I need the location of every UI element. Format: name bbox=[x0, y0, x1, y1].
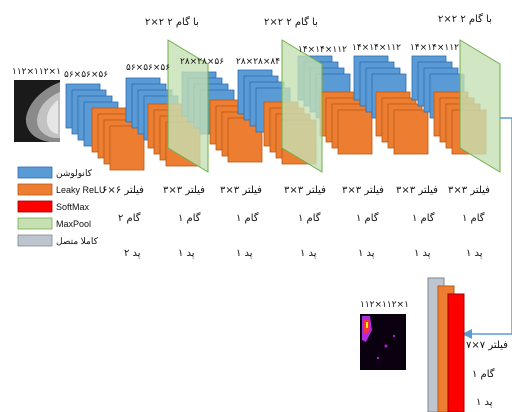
pool-label-1: ۲×۲ با گام ۲ bbox=[145, 16, 199, 28]
legend-swatch-fc bbox=[18, 235, 52, 246]
legend-label-leaky: Leaky ReLU bbox=[56, 185, 106, 195]
block-5-size-label: ۱۴×۱۴×۱۱۲ bbox=[298, 45, 347, 55]
block-5-filter: فیلتر ۳×۳ bbox=[342, 185, 384, 196]
block-2-size-label: ۵۶×۵۶×۵۶ bbox=[126, 63, 170, 73]
block-6-pad: پد ۱ bbox=[414, 248, 431, 259]
output-segmentation-image bbox=[360, 314, 406, 370]
input-size-label: ۱۱۲×۱۱۲×۱ bbox=[12, 67, 61, 77]
block-4-pad: پد ۱ bbox=[300, 248, 317, 259]
final-stride: گام ۱ bbox=[472, 368, 495, 380]
block-1-pad: پد ۲ bbox=[124, 248, 141, 259]
block-4-stride: گام ۱ bbox=[298, 212, 321, 224]
final-pad: پد ۱ bbox=[476, 397, 493, 408]
legend-swatch-conv bbox=[18, 167, 52, 178]
block-7-size-label: ۱۴×۱۴×۱۱۲ bbox=[410, 43, 459, 53]
leaky-feature-map-6-4 bbox=[394, 110, 428, 154]
block-2-filter: فیلتر ۳×۳ bbox=[163, 185, 205, 196]
pool-label-3: ۲×۲ با گام ۲ bbox=[438, 13, 492, 25]
block-1-size-label: ۵۶×۵۶×۵۶ bbox=[64, 70, 108, 80]
pool-label-2: ۲×۲ با گام ۲ bbox=[264, 16, 318, 28]
block-7-filter: فیلتر ۳×۳ bbox=[448, 185, 490, 196]
block-1-stride: گام ۲ bbox=[118, 212, 141, 224]
input-image-group: ۱۱۲×۱۱۲×۱ bbox=[12, 67, 61, 142]
block-6-filter: فیلتر ۳×۳ bbox=[396, 185, 438, 196]
block-4-size-label: ۲۸×۲۸×۸۴ bbox=[236, 57, 280, 67]
block-6-stride: گام ۱ bbox=[412, 212, 435, 224]
block-3-stride: گام ۱ bbox=[236, 212, 259, 224]
block-4-filter: فیلتر ۳×۳ bbox=[284, 185, 326, 196]
leaky-feature-map-5-4 bbox=[338, 110, 372, 154]
block-6-size-label: ۱۴×۱۴×۱۱۲ bbox=[352, 43, 401, 53]
legend-swatch-softmax bbox=[18, 201, 52, 212]
legend-item-conv: کانولوشن bbox=[18, 167, 93, 179]
legend-item-maxpool: MaxPool bbox=[18, 218, 91, 229]
block-3-size-label: ۲۸×۲۸×۵۶ bbox=[180, 57, 224, 67]
block-2-pad: پد ۱ bbox=[178, 248, 195, 259]
legend: کانولوشن Leaky ReLU SoftMax MaxPool کامل… bbox=[18, 167, 106, 246]
legend-label-softmax: SoftMax bbox=[56, 202, 90, 212]
block-3-pad: پد ۱ bbox=[236, 248, 253, 259]
legend-swatch-maxpool bbox=[18, 218, 52, 229]
final-filter: فیلتر ۷×۷ bbox=[466, 340, 508, 351]
layer-stacks bbox=[66, 56, 486, 170]
legend-label-conv: کانولوشن bbox=[56, 168, 93, 179]
legend-label-maxpool: MaxPool bbox=[56, 219, 91, 229]
final-layer-stack bbox=[428, 278, 464, 412]
block-5-pad: پد ۱ bbox=[358, 248, 375, 259]
block-5-stride: گام ۱ bbox=[356, 212, 379, 224]
legend-item-fc: کاملا متصل bbox=[18, 235, 99, 246]
legend-swatch-leaky bbox=[18, 184, 52, 195]
output-size-label: ۱۱۲×۱۱۲×۱ bbox=[360, 300, 409, 310]
legend-item-leaky: Leaky ReLU bbox=[18, 184, 106, 195]
legend-label-fc: کاملا متصل bbox=[56, 236, 99, 246]
softmax-layer bbox=[448, 294, 464, 412]
block-7-pad: پد ۱ bbox=[466, 248, 483, 259]
legend-item-softmax: SoftMax bbox=[18, 201, 90, 212]
block-1-filter: فیلتر ۶×۶ bbox=[102, 185, 144, 196]
block-3-filter: فیلتر ۳×۳ bbox=[220, 185, 262, 196]
block-7-stride: گام ۱ bbox=[462, 212, 485, 224]
block-2-stride: گام ۱ bbox=[178, 212, 201, 224]
